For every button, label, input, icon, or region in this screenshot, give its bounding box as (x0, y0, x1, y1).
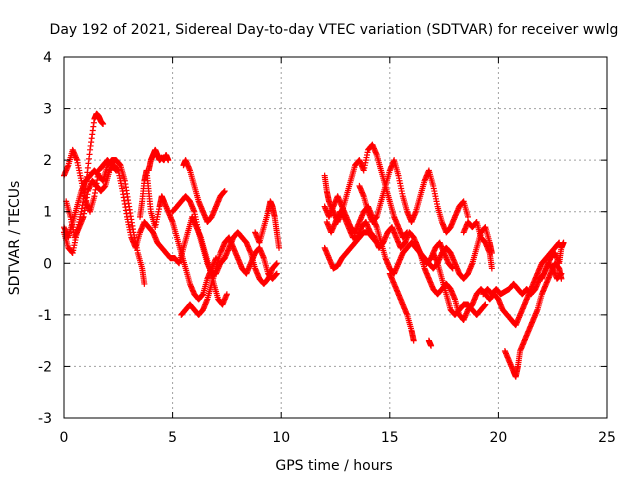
data-point (428, 342, 435, 349)
data-point (141, 280, 148, 287)
series-track-8 (178, 234, 280, 318)
x-tick-label: 5 (168, 430, 177, 446)
data-point (221, 188, 228, 195)
x-tick-label: 25 (598, 430, 616, 446)
series-track-7 (169, 193, 280, 287)
data-point (276, 244, 283, 251)
y-tick-label: -3 (38, 411, 52, 427)
series-track-22 (501, 260, 565, 380)
data-point (410, 337, 417, 344)
data-points (61, 110, 567, 380)
series-track-15 (356, 157, 471, 236)
data-point (464, 213, 471, 220)
y-tick-label: 0 (43, 256, 52, 272)
series-track-16 (386, 270, 417, 344)
series-track-19 (430, 249, 489, 318)
series-track-20 (460, 219, 495, 272)
series-track-14 (321, 229, 380, 272)
y-tick-label: 4 (43, 50, 52, 66)
series-track-11 (321, 141, 411, 241)
y-tick-label: -1 (38, 308, 52, 324)
y-tick-label: 3 (43, 102, 52, 118)
grid (64, 57, 607, 418)
data-point (165, 157, 172, 164)
axis-ticks: 0 5 10 15 20 25 -3 -2 -1 0 1 2 3 4 (38, 50, 616, 446)
data-point (558, 275, 565, 282)
x-tick-label: 15 (381, 430, 399, 446)
series-track-10 (252, 198, 283, 251)
data-point (223, 291, 230, 298)
data-point (100, 121, 107, 128)
plot-frame (63, 56, 608, 419)
x-tick-label: 20 (489, 430, 507, 446)
y-axis-label: SDTVAR / TECUs (7, 181, 23, 296)
y-tick-label: 2 (43, 153, 52, 169)
series-track-18 (425, 337, 435, 349)
x-tick-label: 10 (272, 430, 290, 446)
x-tick-label: 0 (60, 430, 69, 446)
data-point (273, 270, 280, 277)
data-point (273, 260, 280, 267)
data-point (488, 265, 495, 272)
x-axis-label: GPS time / hours (275, 458, 392, 474)
data-point (449, 265, 456, 272)
series-track-9 (180, 157, 228, 226)
data-point (482, 301, 489, 308)
series-track-17 (412, 239, 563, 329)
data-point (560, 239, 567, 246)
data-point (373, 239, 380, 246)
y-tick-label: 1 (43, 205, 52, 221)
y-tick-label: -2 (38, 359, 52, 375)
chart-title: Day 192 of 2021, Sidereal Day-to-day VTE… (50, 22, 619, 38)
series-track-23 (538, 239, 567, 282)
series-track-5 (137, 167, 220, 303)
series-track-6 (145, 146, 172, 174)
